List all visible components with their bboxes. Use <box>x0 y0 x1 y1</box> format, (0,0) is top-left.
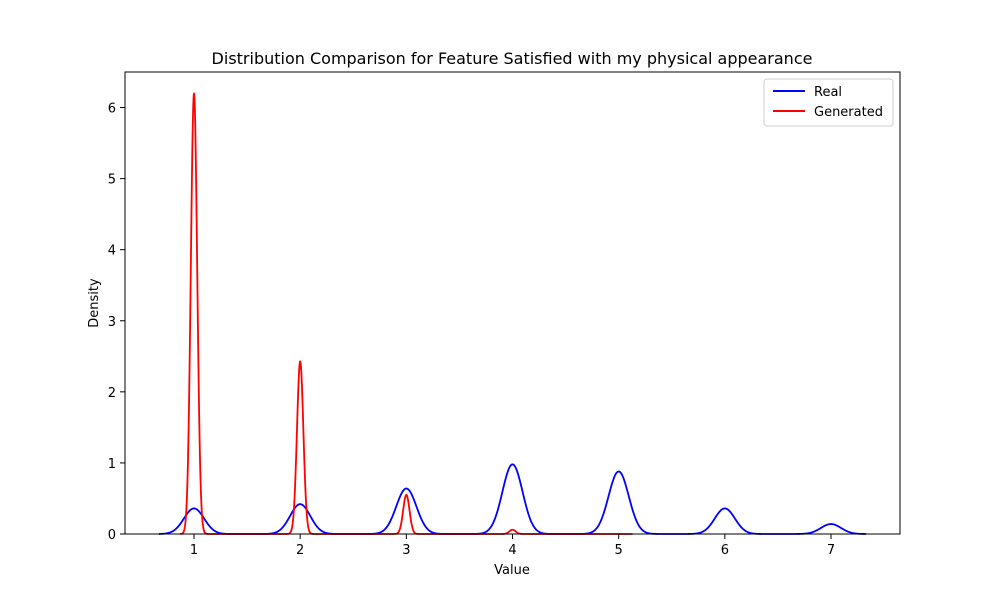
x-tick-label: 3 <box>402 543 410 558</box>
y-tick-label: 2 <box>108 386 116 401</box>
legend-label-real: Real <box>814 85 842 100</box>
series-line-real <box>158 463 867 535</box>
y-tick-label: 5 <box>108 173 116 188</box>
y-axis: 0 1 2 3 4 5 6 <box>108 102 125 543</box>
x-tick-label: 2 <box>296 543 304 558</box>
x-axis-label: Value <box>494 563 530 578</box>
y-tick-label: 3 <box>108 315 116 330</box>
y-tick-label: 1 <box>108 457 116 472</box>
y-tick-label: 0 <box>108 528 116 543</box>
y-tick-label: 4 <box>108 244 116 259</box>
legend: Real Generated <box>763 78 894 127</box>
x-tick-label: 7 <box>827 543 835 558</box>
chart-title: Distribution Comparison for Feature Sati… <box>212 49 813 68</box>
x-axis: 1 2 3 4 5 6 7 <box>190 534 835 558</box>
x-tick-label: 5 <box>615 543 623 558</box>
x-tick-label: 6 <box>721 543 729 558</box>
legend-label-generated: Generated <box>814 105 883 120</box>
y-tick-label: 6 <box>108 102 116 117</box>
x-tick-label: 1 <box>190 543 198 558</box>
y-axis-label: Density <box>87 278 102 328</box>
x-tick-label: 4 <box>508 543 516 558</box>
